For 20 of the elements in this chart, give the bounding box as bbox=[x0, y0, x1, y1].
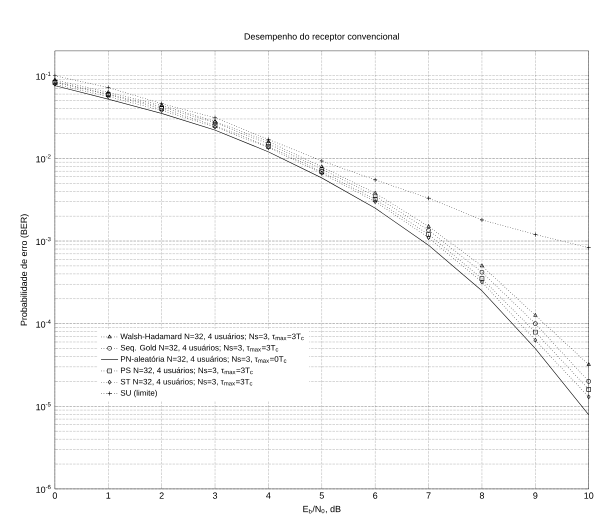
y-tick-label: 10$^{-5}$ bbox=[36, 402, 51, 410]
x-tick-label: 7 bbox=[426, 492, 431, 499]
x-tick-label: 4 bbox=[266, 492, 271, 499]
x-tick-label: 2 bbox=[160, 492, 164, 499]
y-tick-label: 10$^{-4}$ bbox=[36, 320, 51, 328]
x-tick-label: 1 bbox=[106, 492, 110, 499]
x-tick-label: 0 bbox=[52, 492, 58, 499]
y-tick-label: 10$^{-2}$ bbox=[36, 154, 51, 162]
y-axis-title: Probabilidade de erro (BER) bbox=[20, 214, 29, 326]
x-axis-title: E$_{b}$/N$_{0}$, dB bbox=[303, 506, 341, 514]
y-tick-label: 10$^{-3}$ bbox=[36, 237, 51, 246]
x-tick-label: 5 bbox=[320, 492, 324, 499]
x-tick-label: 8 bbox=[480, 492, 484, 499]
x-tick-label: 9 bbox=[533, 492, 538, 499]
x-tick-label: 3 bbox=[212, 492, 218, 499]
y-tick-label: 10$^{-1}$ bbox=[36, 72, 51, 80]
chart-title: Desempenho do receptor convencional bbox=[244, 33, 399, 42]
x-tick-label: 6 bbox=[373, 492, 378, 499]
x-tick-label: 10 bbox=[584, 492, 594, 499]
y-tick-label: 10$^{-6}$ bbox=[36, 484, 51, 494]
